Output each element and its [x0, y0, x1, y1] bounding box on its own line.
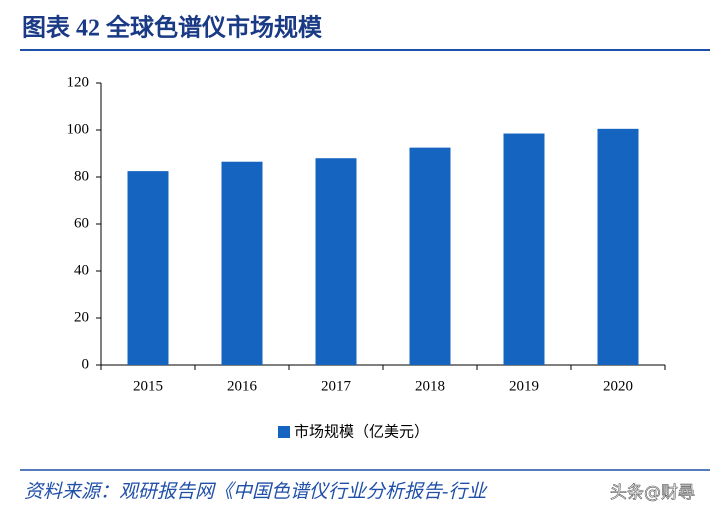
y-tick-label: 100	[67, 121, 90, 137]
bar	[221, 161, 263, 365]
watermark: 头条@财尋	[610, 483, 695, 503]
y-tick-label: 20	[74, 309, 89, 325]
bar	[315, 158, 357, 365]
y-tick-label: 40	[74, 262, 89, 278]
bar	[127, 171, 169, 365]
source: 资料来源：观研报告网《中国色谱仪行业分析报告-行业	[24, 480, 488, 502]
bar	[597, 128, 639, 365]
x-tick-label: 2020	[603, 378, 633, 394]
chart-title: 图表 42 全球色谱仪市场规模	[22, 14, 323, 42]
y-tick-label: 0	[82, 356, 90, 372]
x-tick-label: 2016	[227, 378, 258, 394]
legend-label: 市场规模（亿美元）	[294, 423, 429, 440]
y-tick-label: 60	[74, 215, 89, 231]
legend-swatch	[278, 426, 290, 438]
y-tick-label: 80	[74, 168, 89, 184]
x-tick-label: 2018	[415, 378, 445, 394]
bar	[503, 133, 545, 365]
x-tick-label: 2017	[321, 378, 352, 394]
bar	[409, 147, 451, 365]
y-tick-label: 120	[67, 74, 90, 90]
x-tick-label: 2019	[509, 378, 539, 394]
x-tick-label: 2015	[133, 378, 163, 394]
